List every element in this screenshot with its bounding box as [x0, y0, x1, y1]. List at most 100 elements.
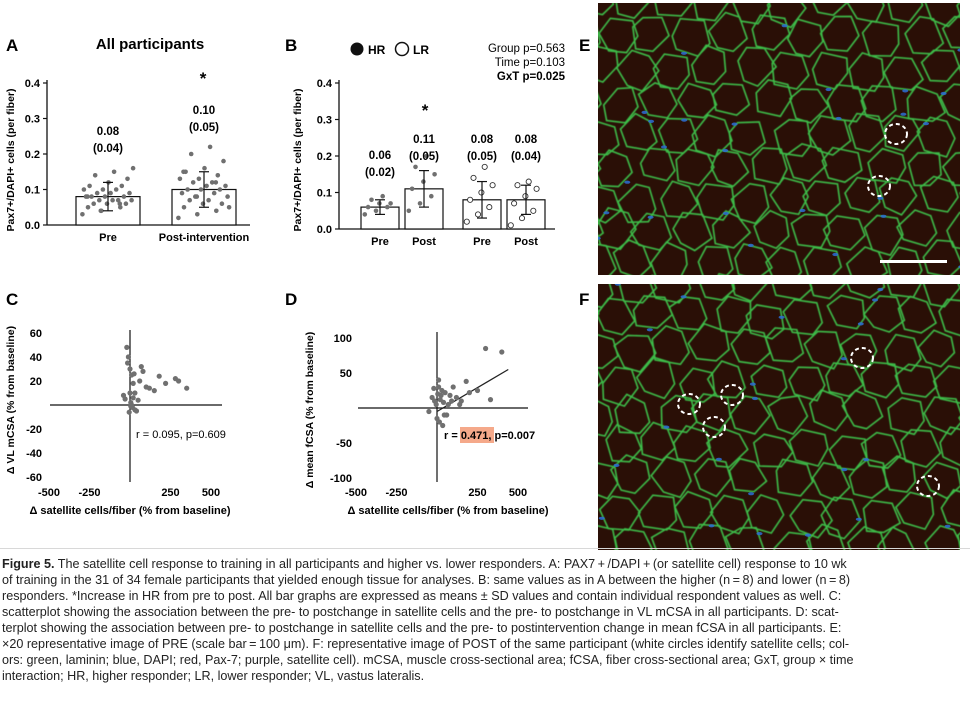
muscle-fiber [660, 394, 698, 434]
muscle-fiber [808, 389, 849, 432]
nucleus [877, 287, 884, 292]
muscle-fiber [650, 455, 692, 499]
y-tick-label: -20 [26, 424, 42, 436]
muscle-fiber [965, 113, 970, 153]
data-point [209, 180, 215, 185]
data-point [118, 205, 123, 210]
nucleus [835, 116, 842, 121]
muscle-fiber [598, 370, 604, 387]
data-point [81, 187, 87, 192]
muscle-fiber [826, 294, 866, 330]
data-point [102, 194, 108, 199]
data-point [432, 172, 437, 177]
y-tick-label: 0.2 [25, 149, 40, 161]
data-point [163, 380, 169, 386]
data-point [202, 165, 207, 171]
data-point [181, 205, 187, 210]
nucleus [900, 112, 907, 116]
data-point [115, 197, 121, 203]
muscle-fiber [539, 260, 572, 297]
x-tick-label: 250 [161, 487, 179, 499]
nucleus [715, 457, 722, 461]
muscle-fiber [672, 424, 712, 463]
y-tick-label: 0.0 [317, 224, 332, 236]
muscle-fiber [734, 242, 773, 275]
data-point [92, 173, 98, 178]
muscle-fiber [710, 148, 750, 188]
data-point [132, 407, 138, 413]
data-point [525, 178, 532, 185]
nucleus [749, 382, 756, 386]
sd-label: (0.05) [409, 151, 439, 163]
data-point [514, 182, 521, 189]
caption-line: terplot showing the association between … [2, 621, 842, 635]
data-point [184, 385, 190, 391]
muscle-fiber [775, 458, 814, 497]
muscle-fiber [650, 527, 690, 550]
data-point [453, 394, 459, 401]
y-tick-label: -100 [330, 473, 352, 485]
muscle-fiber [820, 496, 862, 540]
muscle-fiber [803, 330, 844, 370]
scale-bar [880, 260, 947, 263]
data-point [117, 201, 123, 206]
nucleus [680, 295, 687, 299]
caption-rule [0, 548, 970, 549]
muscle-fiber [962, 464, 970, 504]
satellite-cell-circle [867, 175, 891, 197]
data-point [127, 366, 133, 372]
caption-line: The satellite cell response to training … [54, 557, 847, 571]
x-tick-label: -500 [345, 487, 367, 499]
muscle-fiber [939, 83, 960, 122]
data-point [91, 201, 96, 206]
muscle-fiber [541, 528, 582, 550]
muscle-fiber [812, 3, 848, 16]
data-point [207, 144, 213, 150]
nucleus [541, 131, 547, 134]
muscle-fiber [598, 186, 622, 224]
muscle-fiber [771, 51, 810, 90]
data-point [125, 360, 131, 366]
y-tick-label: 0.0 [25, 220, 40, 232]
x-tick-label: 500 [202, 487, 220, 499]
y-tick-label: -50 [336, 438, 352, 450]
nucleus [681, 118, 688, 122]
panel-c-ylabel: Δ VL mCSA (% from baseline) [5, 326, 17, 474]
data-point [121, 194, 127, 199]
figure-caption: Figure 5. The satellite cell response to… [2, 556, 960, 684]
panel-d-chart: -500 -250 250 500 100 50 -50 -100 [330, 332, 528, 499]
category-label: Pre [473, 236, 491, 248]
legend-hr-label: HR [368, 43, 386, 57]
y-tick-label: 0.4 [317, 78, 333, 90]
muscle-fiber [753, 209, 790, 250]
data-point [176, 378, 182, 384]
panel-e-letter: E [579, 36, 590, 55]
nucleus [855, 517, 862, 521]
caption-line: ×20 representative image of PRE (scale b… [2, 637, 850, 651]
nucleus [575, 411, 581, 414]
data-point [450, 384, 456, 390]
data-point [85, 205, 91, 210]
muscle-fiber [598, 45, 619, 84]
nucleus [646, 328, 653, 332]
mean-label: 0.06 [369, 150, 391, 162]
sd-label: (0.02) [365, 167, 395, 179]
data-point [487, 397, 494, 403]
muscle-fiber [788, 366, 826, 402]
legend-lr-marker [394, 41, 410, 57]
nucleus [613, 463, 620, 467]
data-point [89, 194, 94, 199]
muscle-fiber [946, 211, 960, 250]
nucleus [603, 211, 610, 215]
muscle-fiber [811, 461, 851, 502]
muscle-fiber [706, 360, 747, 399]
muscle-fiber [672, 211, 713, 252]
nucleus [748, 492, 755, 496]
data-point [417, 201, 423, 206]
nucleus [825, 87, 832, 92]
stat-gxt: GxT p=0.025 [497, 71, 566, 83]
y-tick-label: -60 [26, 472, 42, 484]
nucleus [840, 357, 847, 361]
muscle-fiber [919, 175, 959, 213]
muscle-fiber [598, 217, 605, 238]
